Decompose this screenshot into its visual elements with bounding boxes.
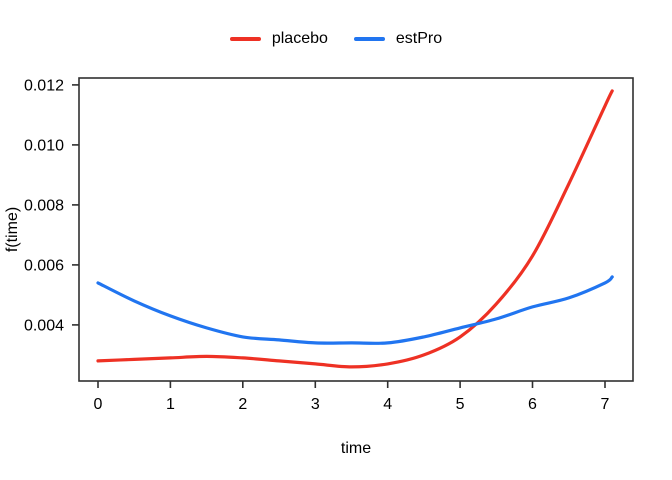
series-line-placebo — [96, 89, 614, 369]
y-tick-label: 0.008 — [24, 197, 64, 214]
x-tick-label: 1 — [166, 396, 175, 413]
y-axis-title: f(time) — [4, 207, 21, 252]
plot-box — [78, 77, 634, 382]
y-tick-label: 0.012 — [24, 77, 64, 94]
x-axis-title: time — [341, 440, 371, 457]
y-tick-label: 0.010 — [24, 137, 64, 154]
legend-item-placebo: placebo — [229, 30, 328, 47]
placebo-line-swatch — [229, 37, 261, 41]
legend-label-placebo: placebo — [271, 30, 328, 47]
x-tick-label: 6 — [528, 396, 537, 413]
legend-label-estpro: estPro — [395, 30, 443, 47]
estpro-line-swatch — [353, 37, 385, 41]
legend-item-estpro: estPro — [353, 30, 443, 47]
x-tick-label: 7 — [601, 396, 610, 413]
x-tick-label: 2 — [238, 396, 247, 413]
x-tick-label: 4 — [383, 396, 392, 413]
y-tick-label: 0.004 — [24, 317, 64, 334]
x-tick-label: 5 — [456, 396, 465, 413]
x-tick-label: 3 — [311, 396, 320, 413]
x-tick-label: 0 — [94, 396, 103, 413]
y-tick-label: 0.006 — [24, 257, 64, 274]
legend: placebo estPro — [0, 31, 672, 47]
series-line-estPro — [96, 275, 614, 345]
